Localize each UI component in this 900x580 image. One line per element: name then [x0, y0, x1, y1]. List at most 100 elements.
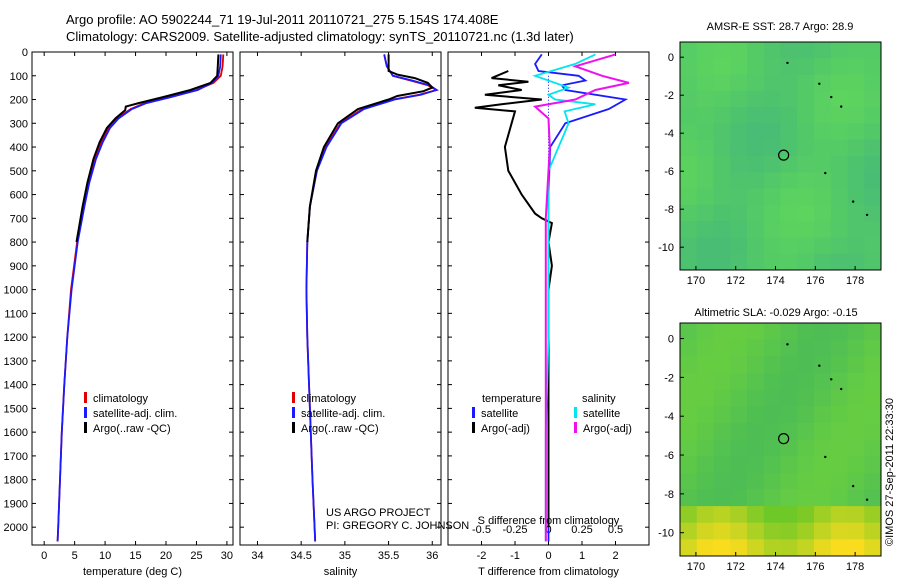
field-cell [814, 188, 832, 206]
x-tick-label: 5 [72, 550, 78, 562]
x-tick-label: 34.5 [290, 550, 311, 562]
field-cell [830, 253, 849, 270]
field-cell [747, 489, 765, 507]
field-cell [780, 139, 798, 157]
island-dot [818, 82, 821, 86]
island-dot [865, 213, 869, 217]
field-cell [747, 42, 765, 59]
field-cell [696, 107, 715, 124]
sla-map-axes: 170 172 174 176 178 0 -2 -4 -6 -8 -10 [658, 334, 864, 573]
credit-pi: PI: GREGORY C. JOHNSON [326, 520, 469, 532]
field-cell [713, 422, 731, 441]
field-cell [780, 356, 798, 374]
y-tick-label: 300 [10, 118, 28, 130]
field-cell [680, 356, 698, 374]
legend-label: Argo(..raw -QC) [301, 423, 379, 435]
y-tick-label: -10 [658, 242, 674, 254]
field-cell [696, 221, 715, 238]
field-cell [713, 139, 731, 157]
field-cell [713, 323, 731, 341]
field-cell [680, 372, 698, 391]
field-cell [797, 406, 815, 424]
field-cell [680, 323, 698, 341]
field-cell [680, 42, 698, 59]
field-cell [680, 107, 698, 124]
y-tick-label: 1700 [4, 451, 28, 463]
argo-position-marker [778, 433, 790, 445]
field-cell [864, 253, 881, 270]
field-cell [730, 506, 748, 524]
field-cell [830, 489, 849, 507]
field-cell [847, 506, 865, 524]
field-cell [747, 253, 765, 270]
x-tick-label: -2 [477, 550, 487, 562]
field-cell [747, 107, 765, 124]
field-cell [730, 422, 748, 441]
field-cell [696, 58, 715, 76]
field-cell [713, 522, 731, 540]
field-cell [864, 139, 881, 157]
field-cell [680, 456, 698, 474]
field-cell [747, 356, 765, 374]
field-cell [864, 422, 881, 441]
island-dot [851, 484, 855, 488]
field-cell [847, 456, 865, 474]
field-cell [814, 522, 832, 540]
field-cell [730, 439, 748, 457]
field-cell [730, 389, 748, 407]
field-cell [797, 172, 815, 190]
field-cell [696, 539, 715, 556]
island-dot [830, 378, 833, 381]
field-cell [730, 522, 748, 540]
field-cell [864, 123, 881, 141]
field-cell [814, 221, 832, 238]
field-cell [713, 439, 731, 457]
x-tick-label: 176 [806, 561, 824, 573]
field-cell [814, 204, 832, 222]
field-cell [747, 389, 765, 407]
field-cell [830, 156, 849, 173]
field-cell [680, 253, 698, 270]
field-cell [814, 356, 832, 374]
y-tick-label: -2 [664, 90, 674, 102]
field-cell [730, 372, 748, 391]
field-cell [797, 107, 815, 124]
field-cell [747, 74, 765, 92]
field-cell [680, 339, 698, 357]
field-cell [680, 123, 698, 141]
field-cell [763, 522, 782, 540]
sst-map: AMSR-E SST: 28.7 Argo: 28.9 170 172 174 176… [658, 21, 882, 287]
field-cell [713, 42, 731, 59]
field-cell [814, 90, 832, 108]
field-cell [847, 42, 865, 59]
field-cell [747, 188, 765, 206]
field-cell [830, 522, 849, 540]
difference-profile: -2 -1 0 1 2 T difference from climatology -0.5… [447, 51, 650, 578]
field-cell [830, 74, 849, 92]
field-cell [696, 372, 715, 391]
field-cell [830, 356, 849, 374]
field-cell [864, 472, 881, 490]
field-cell [680, 172, 698, 190]
field-cell [797, 90, 815, 108]
field-cell [696, 422, 715, 441]
plot-frame [239, 51, 442, 546]
field-cell [830, 506, 849, 524]
y-tick-label: -4 [664, 411, 674, 423]
field-cell [763, 253, 782, 270]
field-cell [814, 107, 832, 124]
field-cell [797, 456, 815, 474]
field-cell [864, 237, 881, 255]
field-cell [696, 472, 715, 490]
field-cell [814, 42, 832, 59]
field-cell [763, 156, 782, 173]
field-cell [797, 356, 815, 374]
legend-label: satellite [583, 408, 620, 420]
y-tick-label: 0 [668, 52, 674, 64]
field-cell [763, 506, 782, 524]
field-cell [780, 472, 798, 490]
field-cell [864, 539, 881, 556]
x-tick-label: 176 [806, 275, 824, 287]
field-cell [696, 406, 715, 424]
field-cell [847, 139, 865, 157]
